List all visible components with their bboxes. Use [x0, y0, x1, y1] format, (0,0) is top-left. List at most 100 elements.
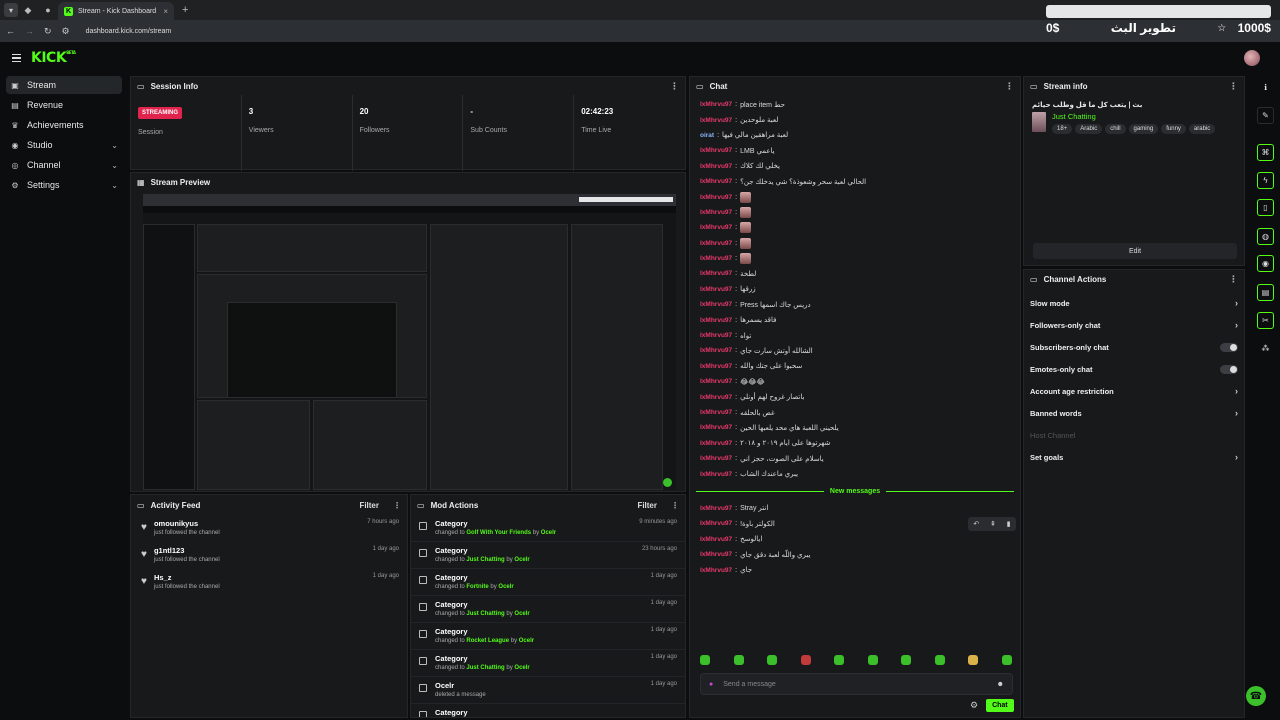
menu-icon[interactable]	[12, 53, 21, 63]
chat-username[interactable]: lxMhrvu97	[700, 316, 733, 324]
category-name[interactable]: Just Chatting	[1052, 112, 1096, 121]
wrench-icon[interactable]: ✂	[1257, 312, 1274, 329]
chat-username[interactable]: lxMhrvu97	[700, 116, 733, 124]
pinned-tab[interactable]: ◆	[24, 4, 32, 15]
bolt-icon[interactable]: ϟ	[1257, 172, 1274, 189]
chat-username[interactable]: lxMhrvu97	[700, 224, 733, 232]
share-icon[interactable]: ⁂	[1261, 344, 1270, 353]
star-icon[interactable]: ☆	[1217, 22, 1227, 34]
toggle-switch[interactable]	[1220, 342, 1238, 352]
chat-input[interactable]: ● Send a message ☻	[700, 673, 1013, 695]
sidebar-item-stream[interactable]: ▣ Stream	[6, 76, 122, 94]
tag[interactable]: Arabic	[1075, 124, 1103, 134]
channel-action-item[interactable]: Banned words ›	[1030, 408, 1238, 418]
sidebar-item-channel[interactable]: ◎ Channel ⌄	[11, 160, 119, 170]
tab-menu-icon[interactable]: ▾	[4, 3, 18, 17]
chat-username[interactable]: lxMhrvu97	[700, 193, 733, 201]
toggle-switch[interactable]	[1220, 364, 1238, 374]
chat-username[interactable]: lxMhrvu97	[700, 362, 733, 370]
kick-logo[interactable]: KICKBETA	[31, 50, 76, 66]
channel-action-item[interactable]: Subscribers-only chat	[1024, 336, 1244, 358]
chat-username[interactable]: lxMhrvu97	[700, 455, 733, 463]
more-options-icon[interactable]: ⋮	[1229, 80, 1238, 91]
emoji-icon[interactable]: ☻	[996, 680, 1004, 688]
sidebar-item-studio[interactable]: ◉ Studio ⌄	[11, 140, 119, 150]
more-options-icon[interactable]: ⋮	[393, 500, 401, 510]
chat-bubble-icon[interactable]: ◍	[1257, 228, 1274, 245]
chat-username[interactable]: lxMhrvu97	[700, 285, 733, 293]
reload-icon[interactable]: ↻	[44, 25, 52, 36]
chat-username[interactable]: lxMhrvu97	[700, 504, 733, 512]
forward-icon[interactable]: →	[25, 26, 34, 36]
chat-username[interactable]: lxMhrvu97	[700, 566, 733, 574]
more-options-icon[interactable]: ⋮	[671, 500, 679, 510]
emote-icon[interactable]	[1001, 655, 1012, 665]
channel-action-item[interactable]: Emotes-only chat	[1024, 358, 1244, 380]
browser-tab-active[interactable]: K Stream - Kick Dashboard ×	[58, 2, 174, 20]
info-icon[interactable]: ℹ	[1263, 83, 1268, 92]
avatar[interactable]	[1244, 50, 1260, 66]
tag[interactable]: funny	[1161, 124, 1186, 134]
emote-icon[interactable]	[767, 655, 778, 665]
more-options-icon[interactable]: ⋮	[670, 80, 679, 91]
chat-username[interactable]: lxMhrvu97	[700, 301, 733, 309]
chat-username[interactable]: lxMhrvu97	[700, 332, 733, 340]
pin-icon[interactable]: ⇞	[990, 520, 996, 528]
stream-preview-video[interactable]	[143, 194, 676, 490]
chat-username[interactable]: lxMhrvu97	[700, 239, 733, 247]
chat-username[interactable]: lxMhrvu97	[700, 270, 733, 278]
microphone-icon[interactable]: ●	[709, 680, 714, 688]
sidebar-item-settings[interactable]: ⚙ Settings ⌄	[11, 180, 118, 190]
emote-icon[interactable]	[968, 655, 979, 665]
sidebar-item-achievements[interactable]: ♛ Achievements	[11, 120, 84, 130]
emote-icon[interactable]	[867, 655, 878, 665]
chat-username[interactable]: lxMhrvu97	[700, 378, 733, 386]
chat-username[interactable]: lxMhrvu97	[700, 101, 733, 109]
chat-username[interactable]: lxMhrvu97	[700, 393, 733, 401]
reply-icon[interactable]: ↶	[973, 520, 980, 528]
pinned-tab[interactable]: ●	[45, 5, 51, 15]
chat-username[interactable]: oirat	[700, 131, 715, 139]
chat-username[interactable]: lxMhrvu97	[700, 208, 733, 216]
channel-action-item[interactable]: Set goals ›	[1030, 452, 1238, 462]
chat-username[interactable]: lxMhrvu97	[700, 424, 733, 432]
chat-username[interactable]: lxMhrvu97	[700, 162, 733, 170]
chat-username[interactable]: lxMhrvu97	[700, 470, 733, 478]
emote-icon[interactable]	[901, 655, 912, 665]
tag[interactable]: chill	[1105, 124, 1126, 134]
tag[interactable]: 18+	[1052, 124, 1073, 134]
tag[interactable]: gaming	[1128, 124, 1159, 134]
layout-icon[interactable]: ▤	[1257, 284, 1274, 301]
url-field[interactable]: dashboard.kick.com/stream	[85, 27, 172, 35]
delete-icon[interactable]: ▮	[1006, 520, 1011, 528]
tag[interactable]: arabic	[1188, 124, 1216, 134]
chat-username[interactable]: lxMhrvu97	[700, 255, 733, 263]
edit-icon[interactable]: ✎	[1257, 107, 1274, 124]
sidebar-item-revenue[interactable]: ▤ Revenue	[11, 100, 64, 110]
scene-icon[interactable]: ⌘	[1257, 144, 1274, 161]
channel-action-item[interactable]: Slow mode ›	[1030, 298, 1238, 308]
chat-username[interactable]: lxMhrvu97	[700, 551, 733, 559]
emote-icon[interactable]	[834, 655, 845, 665]
edit-button[interactable]: Edit	[1033, 243, 1237, 259]
broadcast-icon[interactable]: ◉	[1257, 255, 1274, 272]
chat-username[interactable]: lxMhrvu97	[700, 178, 733, 186]
emote-icon[interactable]	[733, 655, 744, 665]
chat-username[interactable]: lxMhrvu97	[700, 439, 733, 447]
chat-username[interactable]: lxMhrvu97	[700, 347, 733, 355]
chat-username[interactable]: lxMhrvu97	[700, 535, 733, 543]
gear-icon[interactable]: ⚙	[970, 700, 979, 710]
channel-action-item[interactable]: Account age restriction ›	[1030, 386, 1238, 396]
send-chat-button[interactable]: Chat	[986, 699, 1014, 712]
chat-username[interactable]: lxMhrvu97	[700, 147, 733, 155]
more-options-icon[interactable]: ⋮	[1005, 80, 1014, 91]
clipboard-icon[interactable]: ▯	[1257, 199, 1274, 216]
back-icon[interactable]: ←	[6, 26, 15, 36]
more-options-icon[interactable]: ⋮	[1229, 273, 1238, 284]
new-tab-button[interactable]: +	[182, 4, 189, 16]
emote-icon[interactable]	[800, 655, 811, 665]
chat-username[interactable]: lxMhrvu97	[700, 409, 733, 416]
filter-button[interactable]: Filter	[359, 500, 379, 510]
chat-username[interactable]: lxMhrvu97	[700, 520, 733, 528]
emote-icon[interactable]	[700, 655, 710, 665]
